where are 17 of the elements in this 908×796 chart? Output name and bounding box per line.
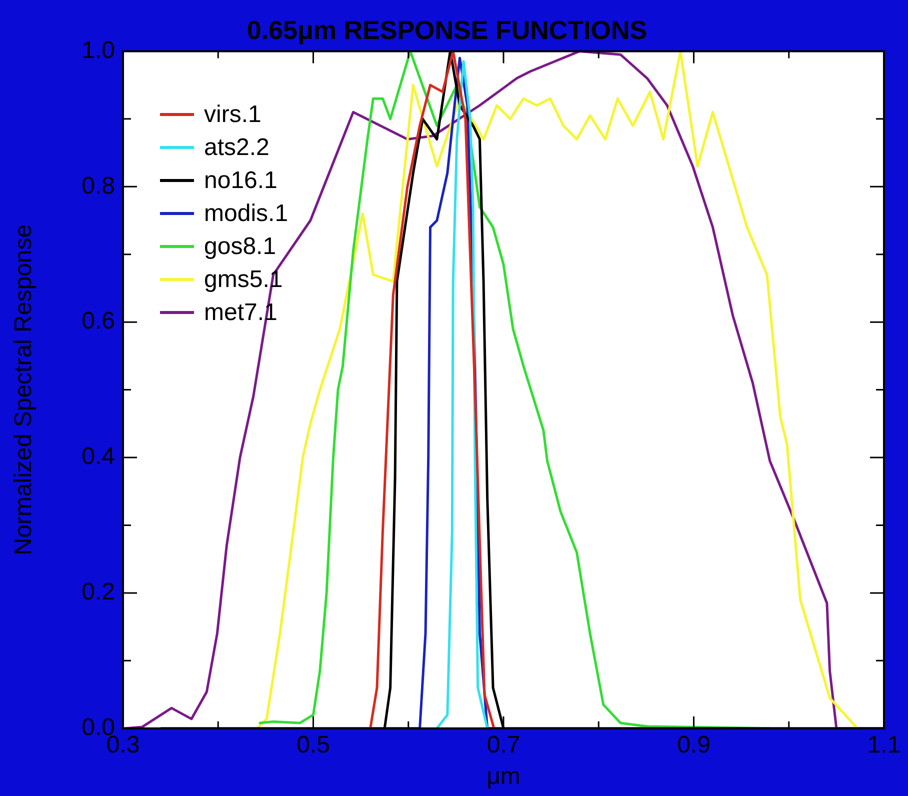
legend-label: no16.1 [204, 166, 278, 194]
x-tick-label: 0.9 [677, 731, 710, 758]
y-tick-label: 0.6 [82, 308, 115, 335]
legend-label: modis.1 [204, 200, 288, 228]
y-tick-label: 1.0 [82, 36, 115, 64]
y-tick-label: 0.4 [82, 443, 115, 470]
y-tick-label: 0.8 [82, 172, 115, 200]
legend-label: gos8.1 [204, 232, 276, 260]
y-tick-label: 0.2 [82, 578, 115, 606]
x-axis-title: μm [486, 763, 520, 790]
x-tick-label: 0.5 [296, 731, 330, 758]
chart-title: 0.65μm RESPONSE FUNCTIONS [246, 14, 648, 45]
x-tick-label: 1.1 [867, 731, 901, 758]
x-tick-label: 0.7 [486, 731, 520, 758]
y-axis-title: Normalized Spectral Response [10, 224, 38, 556]
legend-label: virs.1 [204, 100, 262, 128]
legend-label: ats2.2 [204, 134, 270, 162]
